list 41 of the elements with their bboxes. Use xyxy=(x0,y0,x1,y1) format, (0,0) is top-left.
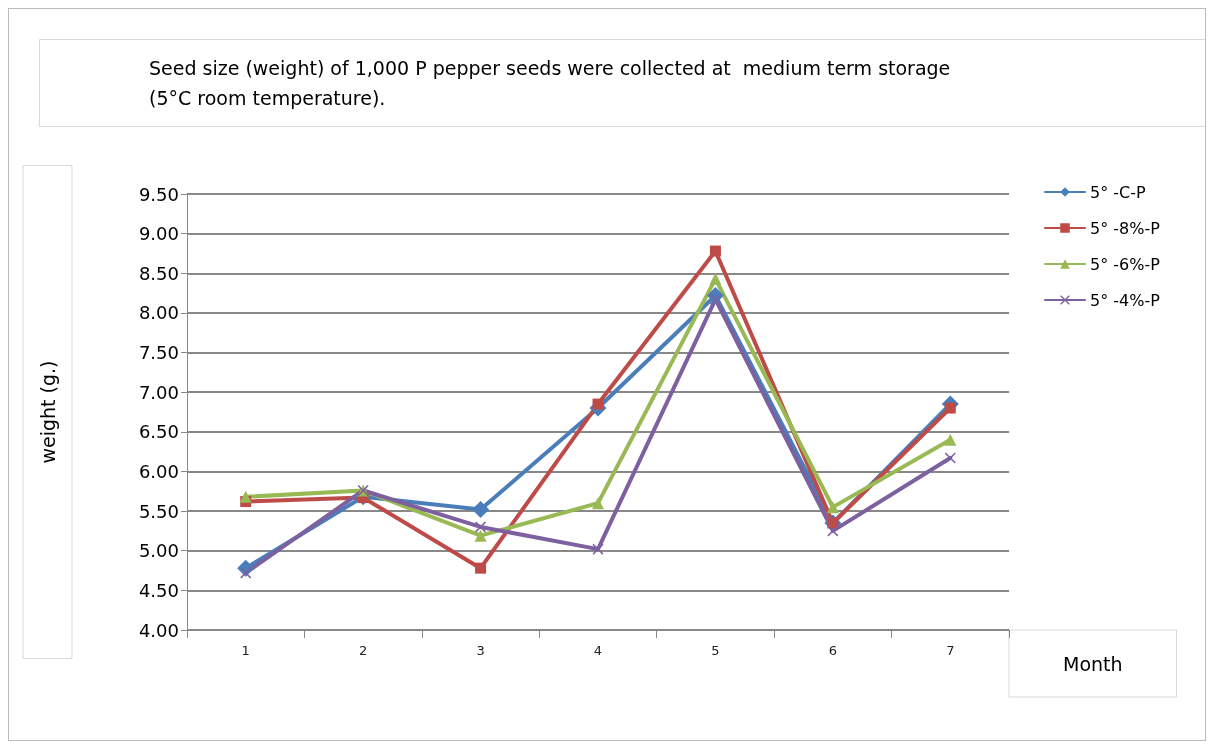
y-axis-title: weight (g.) xyxy=(36,360,59,464)
point xyxy=(239,490,252,503)
x-tick-label: 6 xyxy=(828,643,837,658)
legend-label: 5° -4%-P xyxy=(1090,290,1161,310)
y-tick-label: 9.00 xyxy=(138,223,179,245)
point xyxy=(472,501,490,519)
point xyxy=(474,529,487,542)
y-tick-label: 4.50 xyxy=(138,579,179,601)
x-tick-label: 4 xyxy=(593,643,603,658)
y-tick-label: 6.50 xyxy=(138,421,179,443)
legend-label: 5° -C-P xyxy=(1090,182,1146,202)
x-axis-title: Month xyxy=(1063,652,1123,675)
legend-label: 5° -8%-P xyxy=(1090,218,1161,238)
point xyxy=(826,501,839,514)
y-tick-label: 5.00 xyxy=(138,540,179,562)
x-tick-label: 5 xyxy=(711,643,720,658)
point xyxy=(592,497,604,510)
x-tick-label: 2 xyxy=(359,643,368,658)
point xyxy=(827,525,839,537)
y-tick-label: 6.00 xyxy=(138,460,179,482)
y-tick-label: 4.00 xyxy=(138,619,179,641)
point xyxy=(709,272,722,285)
point xyxy=(475,521,487,533)
x-tick-label: 3 xyxy=(476,643,485,658)
legend-label: 5° -6%-P xyxy=(1090,254,1161,274)
point xyxy=(592,543,604,555)
x-tick-label: 7 xyxy=(946,643,955,658)
y-tick-label: 8.50 xyxy=(138,262,179,284)
y-tick-label: 5.50 xyxy=(138,500,179,522)
point xyxy=(709,245,721,257)
chart-title: Seed size (weight) of 1,000 P pepper seeds were collected at medium term storage (5°C room temperature). xyxy=(149,57,951,109)
point xyxy=(944,402,956,414)
y-tick-label: 7.00 xyxy=(138,381,179,403)
point xyxy=(475,562,487,574)
point xyxy=(944,452,956,464)
x-tick-label: 1 xyxy=(241,643,250,658)
y-tick-label: 7.50 xyxy=(138,342,179,364)
y-tick-label: 9.50 xyxy=(138,183,179,205)
point xyxy=(944,433,957,446)
y-tick-label: 8.00 xyxy=(138,302,179,324)
point xyxy=(592,398,604,410)
